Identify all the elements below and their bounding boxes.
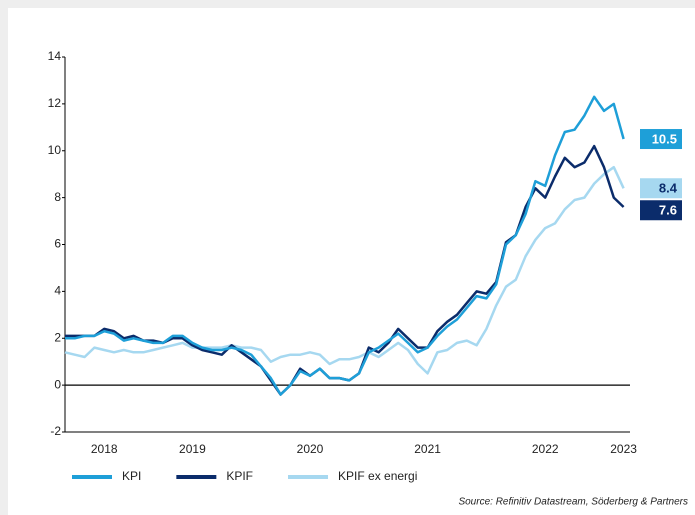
series-line	[64, 165, 625, 375]
x-tick-label: 2023	[610, 442, 637, 456]
y-tick-label: 4	[54, 284, 61, 298]
series-line	[65, 95, 625, 396]
panel	[8, 8, 695, 515]
end-label: 8.4	[659, 181, 678, 196]
x-tick-label: 2021	[414, 442, 441, 456]
y-tick-label: 8	[54, 190, 61, 204]
x-tick-label: 2020	[297, 442, 324, 456]
x-tick-label: 2019	[179, 442, 206, 456]
y-tick-label: 2	[54, 330, 61, 344]
end-label-box	[640, 178, 682, 199]
source: Source: Refinitiv Datastream, Söderberg …	[458, 497, 688, 508]
y-tick-label: 12	[48, 96, 62, 110]
legend-label: KPIF	[226, 469, 253, 483]
x-tick-label: 2022	[532, 442, 559, 456]
end-label: 10.5	[652, 131, 677, 146]
y-tick-label: 14	[48, 49, 62, 63]
end-label-box	[640, 200, 682, 221]
end-label: 7.6	[659, 203, 677, 218]
y-tick-label: 10	[48, 143, 62, 157]
x-tick-label: 2018	[91, 442, 118, 456]
legend-label: KPIF ex energi	[338, 469, 417, 483]
y-tick-label: 0	[54, 377, 61, 391]
end-label-box	[640, 129, 682, 150]
y-tick-label: 6	[54, 237, 61, 251]
legend-label: KPI	[122, 469, 141, 483]
y-tick-label: -2	[50, 424, 61, 438]
